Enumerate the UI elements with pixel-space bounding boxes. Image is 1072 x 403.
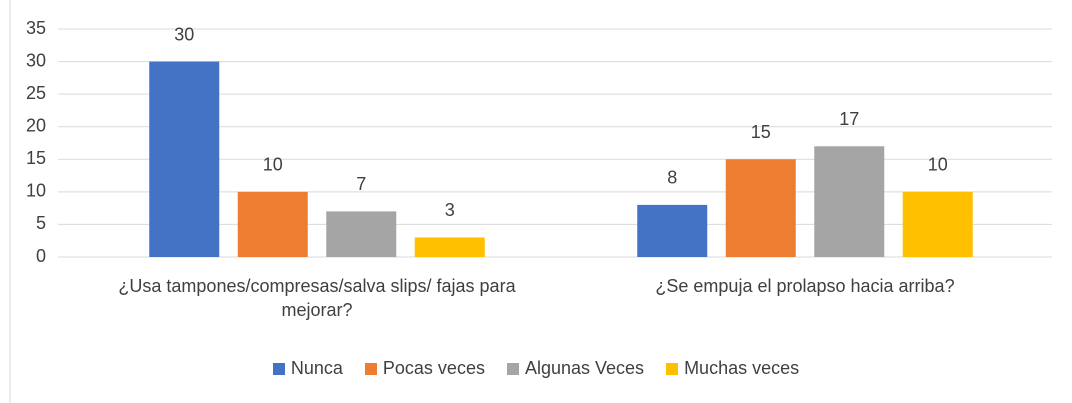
data-label: 10 [928,155,948,175]
bar [414,237,485,257]
legend-swatch [364,362,377,375]
y-tick-label: 20 [26,115,46,135]
legend-label: Algunas Veces [524,358,645,378]
data-label: 7 [356,174,366,194]
legend-swatch [272,362,285,375]
bar [326,211,397,257]
legend-item: Algunas Veces [506,358,645,379]
legend-swatch [506,362,519,375]
y-tick-label: 5 [36,213,46,233]
legend: Nunca Pocas veces Algunas Veces Muchas vece… [0,358,1072,379]
data-label: 15 [751,122,771,142]
bar [725,159,796,257]
y-tick-label: 35 [26,18,46,38]
data-label: 3 [445,200,455,220]
data-label: 10 [263,155,283,175]
data-label: 30 [174,24,194,44]
legend-label: Muchas veces [684,358,800,378]
y-tick-label: 15 [26,148,46,168]
x-tick-label: ¿Se empuja el prolapso hacia arriba? [655,276,955,296]
data-label: 8 [667,168,677,188]
legend-label: Nunca [290,358,343,378]
legend-item: Muchas veces [666,358,799,379]
legend-swatch [666,362,679,375]
legend-label: Pocas veces [382,358,485,378]
x-tick-label: ¿Usa tampones/compresas/salva slips/ faj… [118,276,516,320]
bar [149,61,220,258]
y-tick-label: 10 [26,181,46,201]
data-label: 17 [839,109,859,129]
bar [637,204,708,257]
y-tick-label: 0 [36,246,46,266]
bar [237,191,308,257]
legend-item: Nunca [272,358,343,379]
bar [814,146,885,257]
legend-item: Pocas veces [364,358,485,379]
bar [902,191,973,257]
y-tick-label: 25 [26,83,46,103]
y-tick-label: 30 [26,50,46,70]
